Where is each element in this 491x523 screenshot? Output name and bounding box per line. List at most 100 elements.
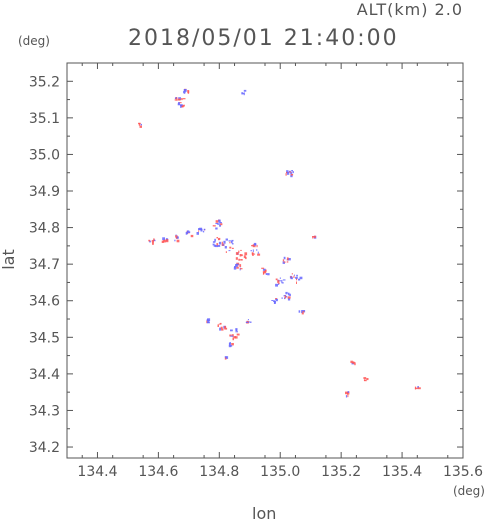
- echo-pixel: [235, 252, 239, 255]
- echo-cluster: [233, 262, 243, 271]
- echo-pixel: [296, 274, 298, 277]
- echo-pixel: [275, 283, 278, 287]
- echo-pixel: [279, 277, 281, 279]
- echo-pixel: [347, 391, 350, 393]
- echo-pixel: [212, 225, 214, 227]
- echo-cluster: [241, 89, 247, 96]
- echo-pixel: [178, 102, 180, 105]
- y-axis-label: lat: [0, 249, 18, 270]
- echo-pixel: [278, 282, 280, 284]
- echo-pixel: [213, 244, 216, 247]
- echo-pixel: [265, 271, 267, 274]
- echo-cluster: [414, 386, 421, 390]
- echo-pixel: [288, 171, 292, 173]
- echo-pixel: [364, 379, 367, 382]
- echo-pixel: [239, 264, 242, 267]
- echo-pixel: [218, 241, 222, 245]
- echo-pixel: [183, 90, 186, 93]
- echo-pixel: [234, 336, 238, 339]
- axis-ticks: [67, 63, 464, 458]
- echo-cluster: [275, 277, 286, 287]
- x-tick-label: 134.8: [199, 464, 239, 480]
- echo-cluster: [282, 256, 291, 264]
- echo-pixel: [284, 295, 287, 299]
- echo-pixel: [230, 335, 234, 337]
- echo-pixel: [345, 391, 348, 395]
- echo-pixel: [175, 237, 178, 239]
- echo-cluster: [138, 122, 142, 128]
- echo-pixel: [283, 261, 286, 263]
- echo-pixel: [183, 104, 185, 107]
- echo-pixel: [230, 345, 233, 347]
- echo-cluster: [281, 291, 291, 301]
- echo-pixel: [185, 231, 188, 235]
- echo-pixel: [206, 321, 210, 324]
- x-tick-label: 135.2: [321, 464, 361, 480]
- echo-pixel: [215, 220, 219, 223]
- echo-pixel: [220, 326, 223, 330]
- echo-pixel: [162, 240, 166, 243]
- echo-pixel: [298, 278, 301, 281]
- echo-pixel: [245, 321, 249, 323]
- echo-pixel: [251, 252, 254, 255]
- echo-pixel: [235, 257, 238, 260]
- echo-pixel: [366, 378, 369, 381]
- y-tick-label: 34.4: [29, 367, 60, 383]
- echo-cluster: [174, 97, 181, 101]
- echo-pixel: [247, 319, 249, 321]
- echo-cluster: [235, 249, 248, 261]
- echo-pixel: [256, 249, 258, 251]
- echo-pixel: [217, 245, 221, 247]
- echo-pixel: [252, 244, 256, 248]
- echo-cluster: [350, 360, 356, 366]
- echo-pixel: [178, 102, 182, 104]
- echo-cluster: [183, 88, 190, 94]
- echo-pixel: [231, 343, 234, 346]
- echo-pixel: [174, 99, 178, 101]
- echo-pixel: [290, 174, 293, 178]
- y-axis-unit: (deg): [18, 34, 50, 48]
- echo-cluster: [261, 267, 270, 276]
- echo-pixel: [188, 231, 191, 233]
- echo-pixel: [291, 273, 293, 275]
- echo-pixel: [239, 254, 242, 257]
- echo-pixel: [275, 278, 278, 281]
- echo-pixel: [207, 320, 210, 323]
- echo-pixel: [257, 251, 259, 254]
- echo-pixel: [212, 243, 215, 246]
- y-tick-label: 35.0: [29, 147, 60, 163]
- echo-cluster: [285, 170, 290, 176]
- echo-pixel: [243, 89, 247, 92]
- echo-pixel: [346, 391, 350, 395]
- echo-pixel: [149, 240, 151, 243]
- echo-pixel: [230, 329, 233, 332]
- echo-pixel: [218, 323, 221, 325]
- echo-pixel: [273, 300, 275, 302]
- echo-pixel: [176, 236, 179, 239]
- echo-cluster: [161, 237, 169, 243]
- echo-pixel: [234, 266, 236, 269]
- echo-pixel: [176, 239, 180, 243]
- echo-cluster: [271, 298, 278, 304]
- echo-pixel: [215, 227, 218, 230]
- echo-pixel: [174, 239, 176, 242]
- echo-pixel: [289, 293, 291, 297]
- echo-pixel: [175, 234, 177, 237]
- echo-pixel: [277, 280, 280, 283]
- echo-pixel: [221, 328, 224, 331]
- echo-pixel: [298, 310, 301, 313]
- echo-pixel: [229, 246, 232, 249]
- echo-pixel: [152, 241, 154, 245]
- echo-pixel: [223, 240, 226, 244]
- echo-pixel: [244, 252, 248, 256]
- y-tick-label: 35.1: [29, 111, 60, 127]
- x-tick-label: 135.6: [443, 464, 483, 480]
- echo-cluster: [148, 238, 156, 245]
- echo-pixel: [271, 300, 274, 301]
- echo-pixel: [231, 240, 233, 244]
- echo-pixel: [265, 273, 268, 275]
- echo-pixel: [245, 256, 247, 260]
- echo-pixel: [148, 239, 151, 242]
- echo-pixel: [233, 267, 237, 270]
- echo-pixel: [140, 123, 142, 126]
